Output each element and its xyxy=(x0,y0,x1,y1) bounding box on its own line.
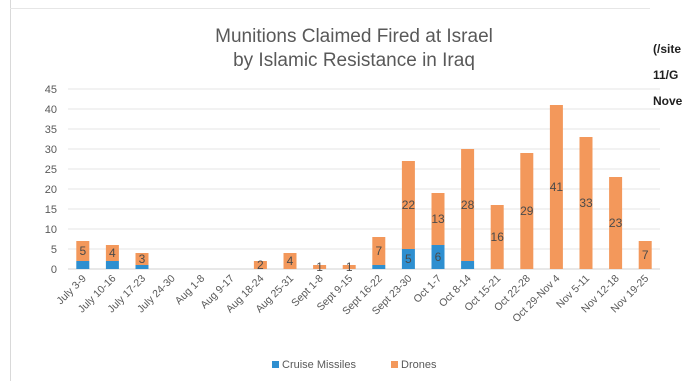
bar-drones xyxy=(461,149,475,261)
bar-drones xyxy=(520,153,534,269)
bar-drones xyxy=(579,137,593,269)
data-label-drones: 1 xyxy=(346,260,353,274)
bar-drones xyxy=(135,253,149,265)
data-label-drones: 22 xyxy=(402,198,416,212)
gridlines xyxy=(68,88,660,270)
bar-drones xyxy=(283,253,297,269)
data-label-drones: 16 xyxy=(491,230,505,244)
data-label-drones: 29 xyxy=(520,204,534,218)
bar-drones xyxy=(372,237,386,265)
side-text: (/site 11/G Nove xyxy=(653,36,694,114)
legend-label-cruise-missiles: Cruise Missiles xyxy=(282,359,356,371)
legend-swatch-cruise-missiles xyxy=(272,361,279,368)
bar-cruise-missiles xyxy=(372,265,386,269)
y-tick-label: 40 xyxy=(45,104,57,116)
data-label-cruise-missiles: 6 xyxy=(435,250,442,264)
bar-drones xyxy=(253,261,267,269)
data-label-cruise-missiles: 5 xyxy=(405,252,412,266)
y-tick-label: 15 xyxy=(45,204,57,216)
bar-drones xyxy=(490,205,504,269)
legend-label-drones: Drones xyxy=(401,359,437,371)
bar-drones xyxy=(76,241,90,261)
bar-cruise-missiles xyxy=(461,261,475,269)
data-label-drones: 1 xyxy=(316,260,323,274)
data-label-drones: 7 xyxy=(375,244,382,258)
y-tick-label: 10 xyxy=(45,224,57,236)
y-tick-label: 5 xyxy=(51,244,57,256)
data-label-drones: 7 xyxy=(642,248,649,262)
y-tick-label: 20 xyxy=(45,184,57,196)
side-text-line: 11/G xyxy=(653,68,679,82)
legend: Cruise Missiles Drones xyxy=(272,359,437,371)
bar-cruise-missiles xyxy=(135,265,149,269)
data-label-drones: 5 xyxy=(79,244,86,258)
chart-subtitle: by Islamic Resistance in Iraq xyxy=(233,50,475,71)
bar-cruise-missiles xyxy=(105,261,119,269)
bar-cruise-missiles xyxy=(431,245,445,269)
bar-drones xyxy=(549,105,563,269)
bar-drones xyxy=(638,241,652,269)
y-tick-label: 0 xyxy=(51,264,57,276)
data-label-drones: 33 xyxy=(579,196,593,210)
y-axis: 0 5 10 15 20 25 30 35 40 45 xyxy=(45,84,57,276)
data-label-drones: 13 xyxy=(431,212,445,226)
data-label-drones: 4 xyxy=(109,246,116,260)
side-text-line: (/site xyxy=(653,42,682,56)
bar-drones xyxy=(105,245,119,261)
data-label-drones: 4 xyxy=(287,254,294,268)
bar-drones xyxy=(401,161,415,249)
top-border xyxy=(10,8,650,9)
bar-drones xyxy=(313,265,327,269)
y-tick-label: 30 xyxy=(45,144,57,156)
y-tick-label: 35 xyxy=(45,124,57,136)
left-border xyxy=(10,0,11,381)
bar-cruise-missiles xyxy=(401,249,415,269)
y-tick-label: 25 xyxy=(45,164,57,176)
bar-drones xyxy=(342,265,356,269)
legend-swatch-drones xyxy=(391,361,398,368)
chart-title: Munitions Claimed Fired at Israel xyxy=(215,26,493,47)
data-label-drones: 23 xyxy=(609,216,623,230)
data-label-drones: 41 xyxy=(550,180,564,194)
bar-cruise-missiles xyxy=(76,261,90,269)
data-label-drones: 28 xyxy=(461,198,475,212)
bar-drones xyxy=(609,177,623,269)
data-label-drones: 3 xyxy=(139,252,146,266)
y-tick-label: 45 xyxy=(45,84,57,96)
side-text-line: Nove xyxy=(653,94,683,108)
bar-drones xyxy=(431,193,445,245)
data-label-drones: 2 xyxy=(257,258,264,272)
